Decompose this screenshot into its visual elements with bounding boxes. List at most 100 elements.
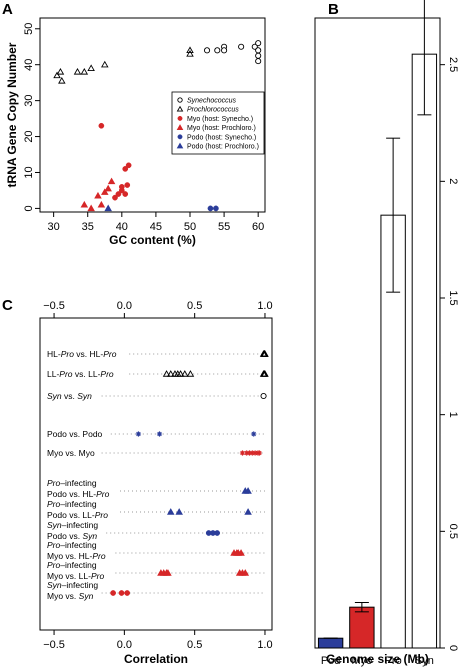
data-point: [87, 64, 95, 71]
correlation-point: [181, 370, 189, 377]
data-point: [122, 191, 129, 197]
x-axis-label: GC content (%): [109, 233, 196, 247]
data-point: [238, 43, 245, 50]
y-tick-label: 40: [23, 59, 35, 71]
row-label: Pro–infecting: [47, 540, 97, 550]
correlation-point: [260, 350, 269, 357]
plot-frame: [39, 317, 273, 631]
correlation-point: [110, 590, 116, 596]
data-point: [221, 47, 228, 54]
x-tick-label-top: 1.0: [257, 300, 272, 312]
y-tick-label: 1: [447, 412, 459, 418]
data-point: [87, 204, 95, 212]
correlation-point: [118, 590, 125, 596]
bar: [411, 53, 438, 649]
data-point: [112, 194, 118, 201]
row-label: Podo vs. Podo: [47, 429, 103, 439]
correlation-point: [162, 370, 171, 377]
data-point: [56, 67, 65, 75]
data-point: [122, 166, 129, 172]
data-point: [73, 67, 82, 75]
correlation-point: [244, 508, 252, 515]
data-point: [251, 43, 258, 50]
correlation-point: [156, 431, 163, 437]
x-tick-label: 30: [48, 221, 60, 233]
data-point: [214, 47, 221, 54]
correlation-point: [251, 431, 257, 437]
row-label: Podo vs. HL-Pro: [47, 489, 110, 499]
correlation-point: [244, 450, 250, 456]
plot-frame: [39, 17, 266, 213]
data-point: [124, 182, 131, 188]
data-point: [101, 188, 109, 195]
category-label: Pod: [321, 655, 341, 667]
x-tick-label-bottom: −0.5: [43, 639, 65, 651]
plot-frame: [314, 17, 441, 649]
y-tick-label: 10: [23, 166, 35, 178]
data-point: [203, 47, 211, 54]
y-tick-label: 30: [23, 95, 35, 107]
data-point: [53, 71, 61, 79]
data-point: [255, 47, 262, 54]
row-label: Pro–infecting: [47, 499, 97, 509]
row-label: Myo vs. Myo: [47, 448, 95, 458]
bar: [349, 606, 375, 649]
data-point: [255, 52, 262, 59]
data-point: [97, 200, 106, 208]
data-point: [80, 200, 89, 208]
row-label: Pro–infecting: [47, 560, 97, 570]
category-label: Syn: [415, 655, 434, 667]
data-point: [186, 46, 194, 54]
row-label: HL-Pro vs. HL-Pro: [47, 349, 117, 359]
row-label: Syn–infecting: [47, 580, 98, 590]
data-point: [118, 187, 125, 194]
row-label: Myo vs. HL-Pro: [47, 551, 106, 561]
y-tick-label: 20: [23, 130, 35, 142]
legend-marker: [177, 97, 183, 103]
x-tick-label-bottom: 0.0: [117, 639, 132, 651]
correlation-point: [124, 590, 131, 596]
data-point: [104, 184, 112, 192]
correlation-point: [237, 549, 245, 556]
y-tick-label: 50: [23, 23, 35, 35]
x-tick-label: 45: [150, 221, 162, 233]
y-tick-label: 0.5: [447, 524, 459, 539]
panel-b-letter: B: [328, 1, 339, 18]
x-axis-label: Correlation: [124, 652, 188, 666]
legend-marker: [176, 124, 184, 130]
correlation-point: [164, 569, 172, 576]
x-tick-label: 60: [252, 221, 264, 233]
y-tick-label: 2: [447, 178, 459, 184]
row-label: LL-Pro vs. LL-Pro: [47, 369, 114, 379]
data-point: [104, 204, 112, 212]
legend-marker: [176, 142, 184, 149]
correlation-point: [214, 530, 221, 536]
bar: [317, 637, 344, 649]
correlation-point: [246, 450, 253, 456]
row-label: Pro–infecting: [47, 478, 97, 488]
data-point: [207, 205, 214, 212]
row-label: Myo vs. LL-Pro: [47, 571, 104, 581]
correlation-point: [252, 450, 258, 456]
y-tick-label: 2.5: [447, 57, 459, 72]
x-tick-label: 55: [218, 221, 230, 233]
row-label: Podo vs. Syn: [47, 531, 97, 541]
legend-entry: Podo (host: Prochloro.): [187, 144, 259, 151]
y-axis-label: tRNA Gene Copy Number: [5, 42, 19, 187]
correlation-point: [241, 569, 250, 576]
row-label: Myo vs. Syn: [47, 591, 94, 601]
x-tick-label: 50: [184, 221, 196, 233]
data-point: [255, 40, 262, 47]
x-tick-label: 35: [82, 221, 94, 233]
x-tick-label: 40: [116, 221, 128, 233]
data-point: [186, 50, 194, 57]
row-label: Syn–infecting: [47, 520, 98, 530]
legend-box: [171, 91, 265, 155]
correlation-point: [175, 508, 183, 515]
panel-c-correlation-plot: −0.5 −0.5 0.0 0.0 0.5 0.5 1.0 1.0 Correlation HL-…: [39, 300, 273, 666]
correlation-point: [256, 450, 262, 456]
correlation-point: [244, 487, 252, 494]
legend-marker: [177, 115, 183, 121]
y-tick-label: 1.5: [447, 290, 459, 305]
y-tick-label: 0: [23, 205, 35, 211]
